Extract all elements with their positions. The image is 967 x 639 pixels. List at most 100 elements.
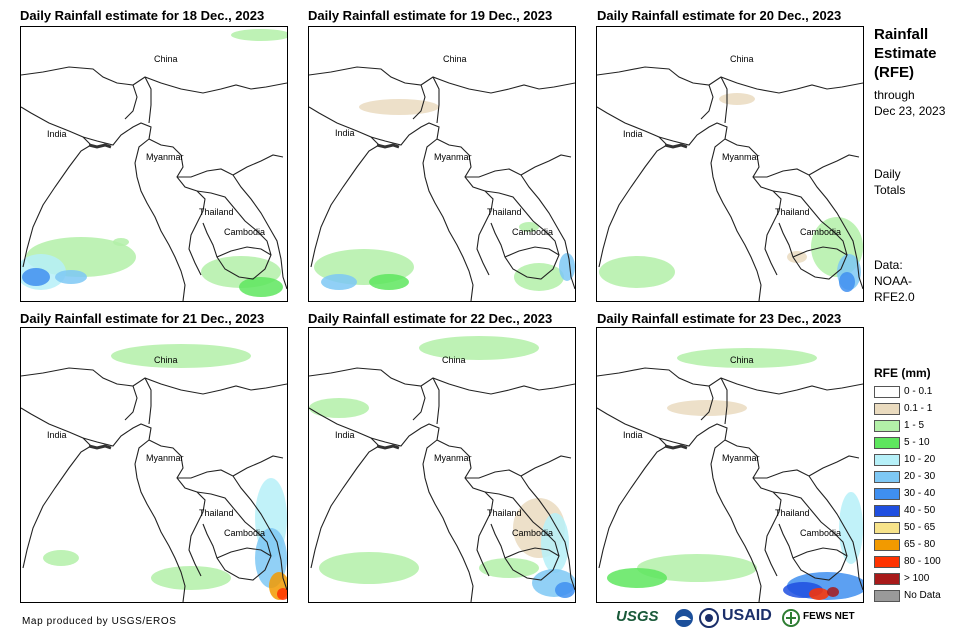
rainfall-area bbox=[231, 29, 287, 41]
legend-label: 50 - 65 bbox=[904, 522, 936, 533]
panel-title-21: Daily Rainfall estimate for 21 Dec., 202… bbox=[20, 311, 265, 326]
legend-swatch bbox=[874, 573, 900, 585]
country-border bbox=[21, 66, 287, 94]
country-label-thailand: Thailand bbox=[487, 207, 522, 217]
country-border bbox=[753, 469, 863, 591]
legend-swatch bbox=[874, 522, 900, 534]
map-svg bbox=[309, 66, 575, 301]
country-border bbox=[196, 190, 272, 280]
rainfall-area bbox=[839, 492, 863, 564]
country-border bbox=[309, 367, 575, 395]
legend-label: 1 - 5 bbox=[904, 420, 925, 431]
country-label-cambodia: Cambodia bbox=[224, 528, 266, 538]
legend-label: 30 - 40 bbox=[904, 488, 936, 499]
country-border bbox=[124, 385, 138, 421]
country-border bbox=[124, 84, 138, 120]
rainfall-area bbox=[827, 587, 839, 597]
country-label-cambodia: Cambodia bbox=[512, 528, 554, 538]
country-label-thailand: Thailand bbox=[775, 207, 810, 217]
legend-swatch bbox=[874, 539, 900, 551]
sidebar-data-source2: RFE2.0 bbox=[874, 290, 915, 304]
country-label-india: India bbox=[623, 129, 643, 139]
country-border bbox=[772, 491, 848, 581]
country-border bbox=[504, 246, 560, 258]
country-border bbox=[144, 76, 152, 124]
country-border bbox=[432, 377, 440, 425]
rainfall-area bbox=[637, 554, 757, 582]
coastline-delta bbox=[376, 444, 400, 450]
legend-title: RFE (mm) bbox=[874, 366, 931, 380]
country-label-myanmar: Myanmar bbox=[146, 453, 184, 463]
country-border bbox=[700, 385, 714, 421]
country-border bbox=[658, 423, 728, 447]
country-border bbox=[422, 439, 474, 602]
country-border bbox=[700, 84, 714, 120]
country-border bbox=[484, 190, 560, 280]
legend-label: 5 - 10 bbox=[904, 437, 930, 448]
legend-swatch bbox=[874, 403, 900, 415]
panel-title-19: Daily Rainfall estimate for 19 Dec., 202… bbox=[308, 8, 553, 23]
sidebar-data-source1: NOAA- bbox=[874, 274, 913, 288]
rainfall-area bbox=[419, 336, 539, 360]
map-panel-21: China India Myanmar Thailand Cambodia bbox=[20, 327, 288, 603]
fewsnet-logo-icon bbox=[782, 609, 800, 627]
country-label-thailand: Thailand bbox=[199, 207, 234, 217]
country-label-cambodia: Cambodia bbox=[800, 528, 842, 538]
legend-swatch bbox=[874, 471, 900, 483]
country-label-china: China bbox=[154, 54, 178, 64]
country-border bbox=[216, 246, 272, 258]
country-border bbox=[82, 122, 152, 146]
rainfall-area bbox=[809, 588, 829, 600]
coastline-delta bbox=[376, 143, 400, 149]
country-label-india: India bbox=[47, 430, 67, 440]
rainfall-area bbox=[519, 222, 539, 232]
country-label-china: China bbox=[154, 355, 178, 365]
sidebar-date: Dec 23, 2023 bbox=[874, 104, 946, 118]
legend-swatch bbox=[874, 590, 900, 602]
country-border bbox=[465, 469, 575, 591]
rainfall-area bbox=[555, 582, 575, 598]
country-border bbox=[310, 445, 380, 569]
country-label-thailand: Thailand bbox=[775, 508, 810, 518]
rainfall-area bbox=[599, 256, 675, 288]
usaid-seal-icon bbox=[699, 608, 719, 628]
country-border bbox=[753, 168, 863, 290]
coastline-delta bbox=[88, 143, 112, 149]
country-border bbox=[597, 106, 668, 146]
rainfall-area bbox=[319, 552, 419, 584]
rainfall-area bbox=[277, 588, 287, 600]
country-border bbox=[720, 377, 728, 425]
legend-swatch bbox=[874, 505, 900, 517]
country-label-china: China bbox=[730, 355, 754, 365]
country-label-myanmar: Myanmar bbox=[722, 152, 760, 162]
panel-title-18: Daily Rainfall estimate for 18 Dec., 202… bbox=[20, 8, 265, 23]
country-border bbox=[597, 367, 863, 395]
rainfall-area bbox=[479, 558, 539, 578]
country-border bbox=[658, 122, 728, 146]
country-border bbox=[21, 407, 92, 447]
country-border bbox=[422, 138, 474, 301]
sidebar-title-line2: Estimate bbox=[874, 45, 937, 62]
rainfall-area bbox=[559, 253, 575, 281]
country-border bbox=[134, 439, 186, 602]
country-border bbox=[82, 423, 152, 447]
rainfall-area bbox=[514, 263, 564, 291]
country-border bbox=[520, 154, 572, 176]
country-border bbox=[808, 455, 860, 477]
rainfall-area bbox=[111, 344, 251, 368]
country-border bbox=[309, 66, 575, 94]
map-panel-23: China India Myanmar Thailand Cambodia bbox=[596, 327, 864, 603]
country-border bbox=[720, 76, 728, 124]
country-label-cambodia: Cambodia bbox=[224, 227, 266, 237]
rainfall-area bbox=[839, 272, 855, 292]
legend-label: No Data bbox=[904, 590, 941, 601]
legend-swatch bbox=[874, 386, 900, 398]
country-border bbox=[134, 138, 186, 301]
rainfall-area bbox=[719, 93, 755, 105]
country-border bbox=[370, 122, 440, 146]
country-label-china: China bbox=[730, 54, 754, 64]
country-border bbox=[772, 190, 848, 280]
country-label-china: China bbox=[442, 355, 466, 365]
map-svg bbox=[21, 29, 287, 301]
noaa-logo-icon bbox=[675, 609, 693, 627]
